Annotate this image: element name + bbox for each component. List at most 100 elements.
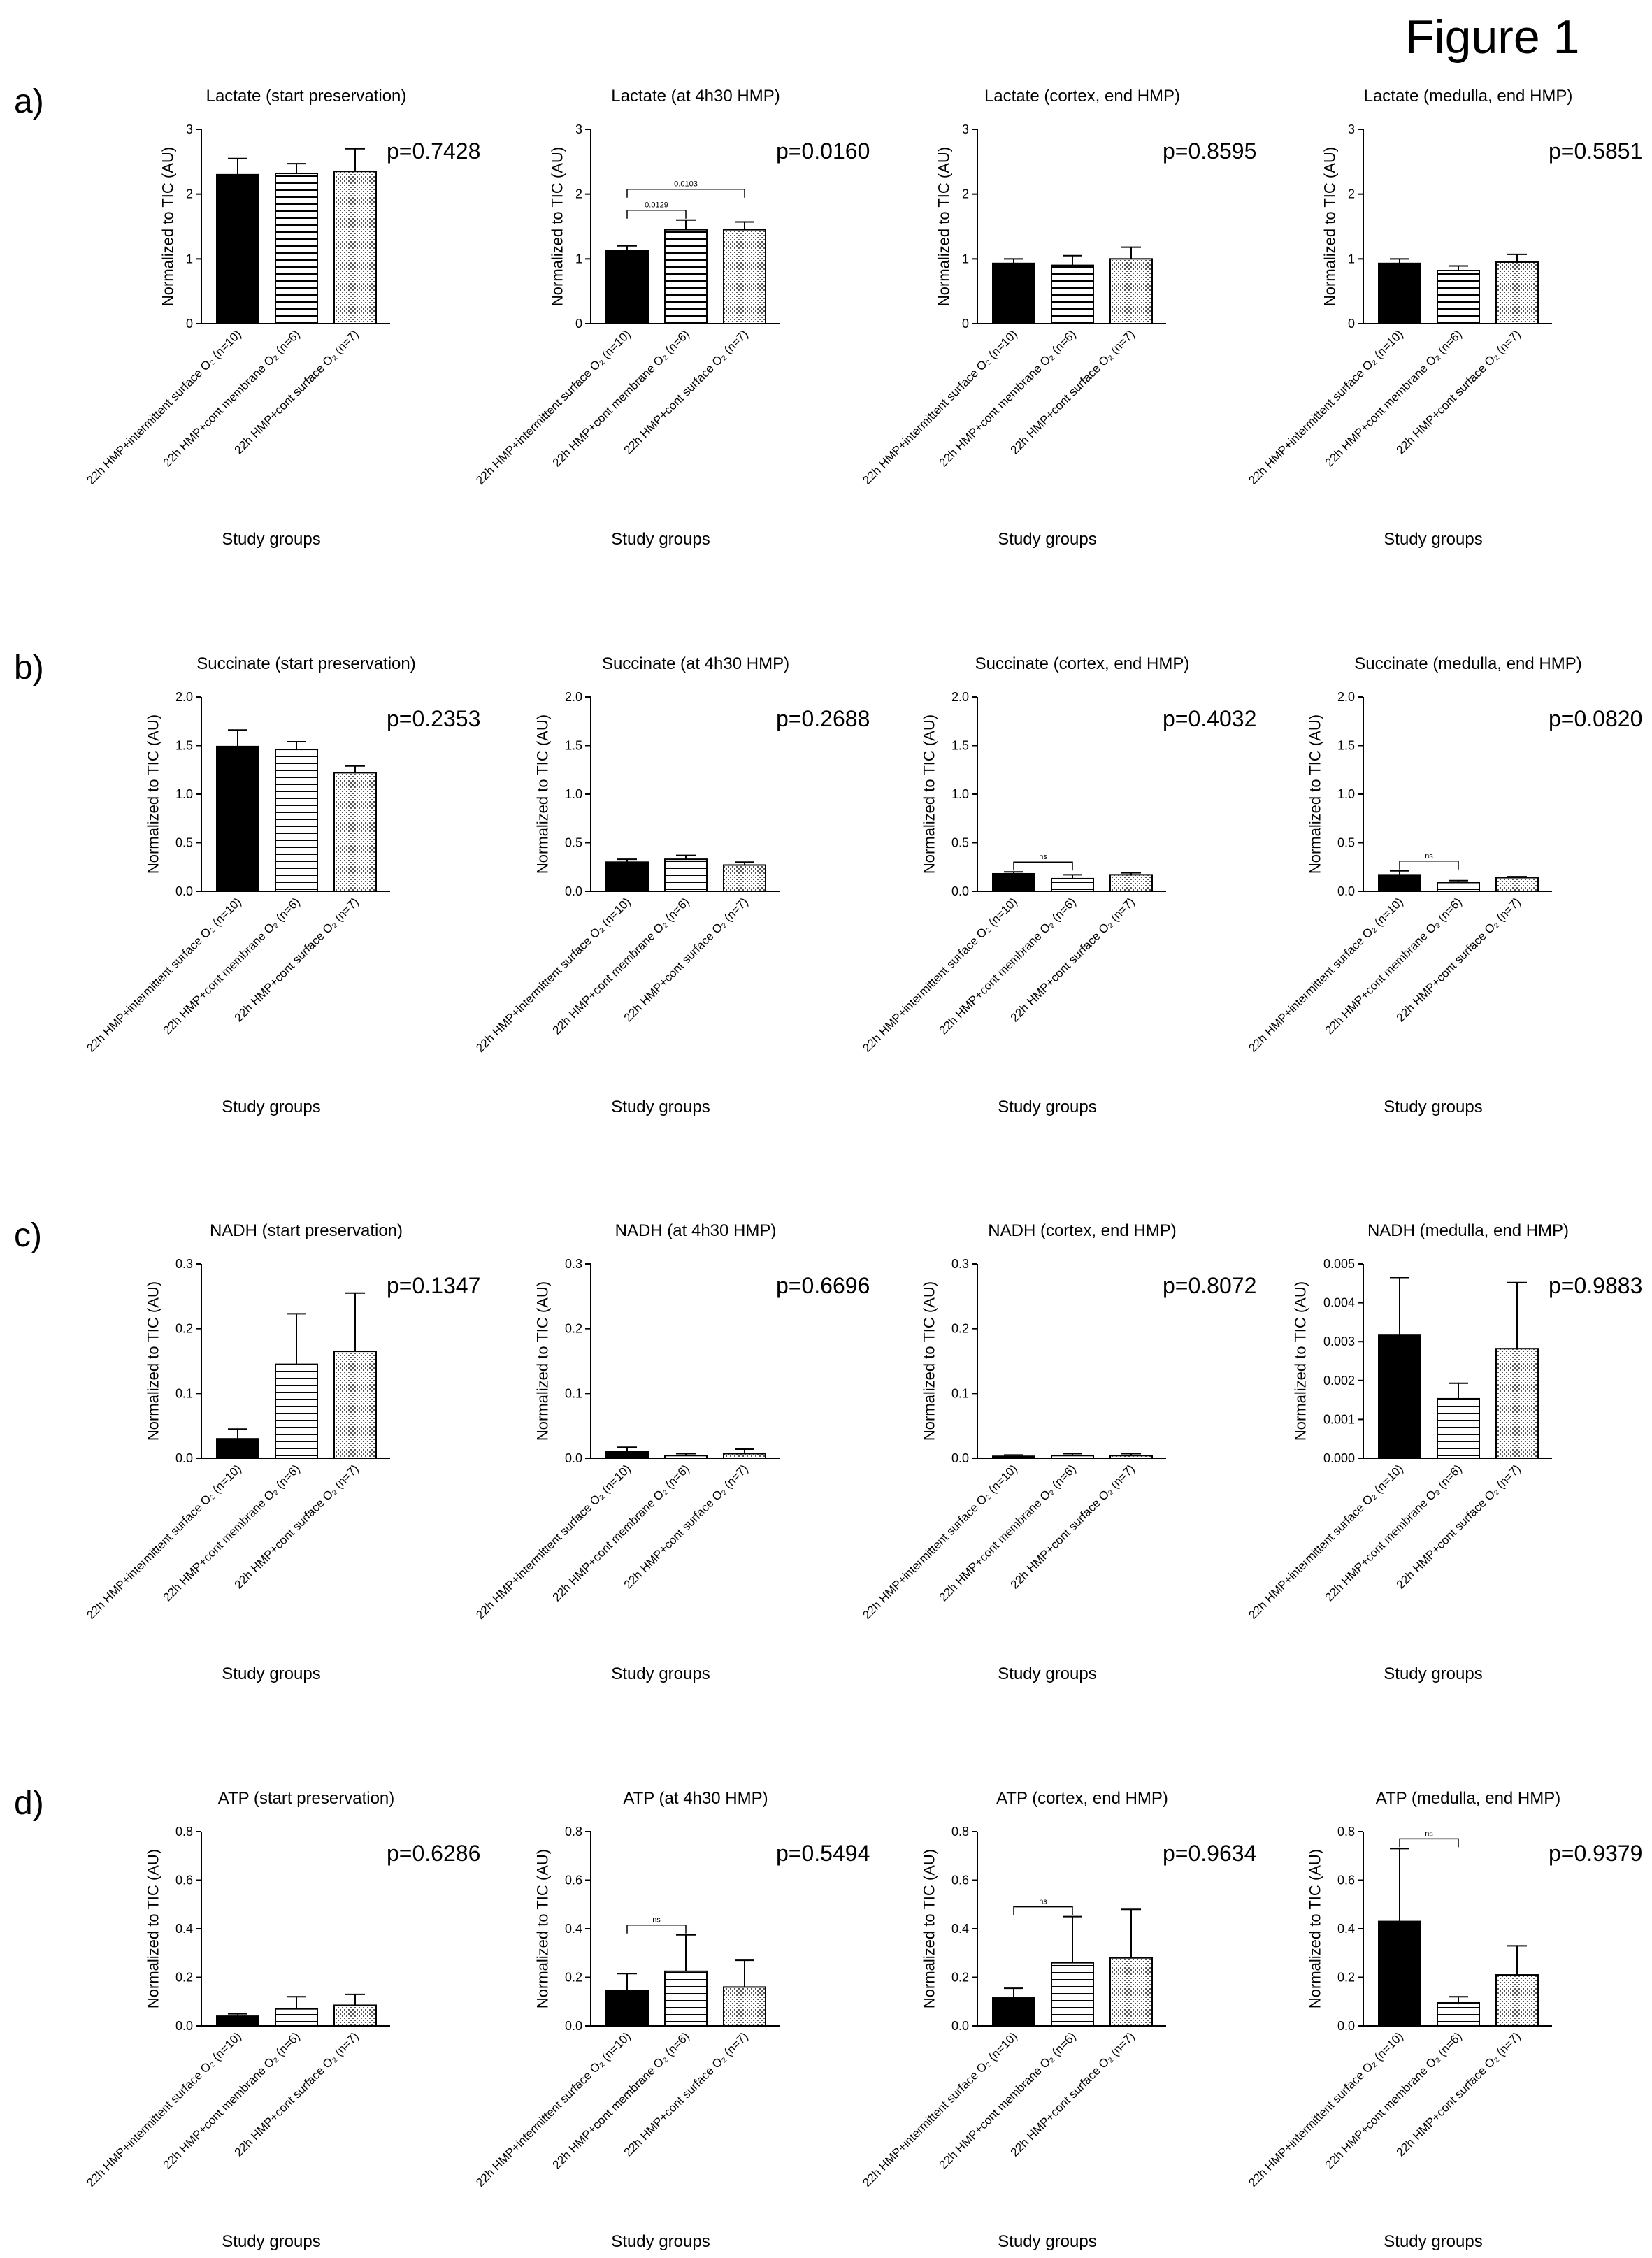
x-tick-label: 22h HMP+cont surface O₂ (n=7) xyxy=(1394,1462,1523,1591)
bar xyxy=(1051,264,1094,325)
x-tick-label: 22h HMP+cont surface O₂ (n=7) xyxy=(232,2029,361,2159)
p-value: p=0.7428 xyxy=(387,138,480,164)
chart-panel: Succinate (start preservation) p=0.2353 0.… xyxy=(84,654,480,1116)
y-tick-label: 0.0 xyxy=(1337,2019,1355,2033)
y-tick-label: 0.6 xyxy=(951,1874,969,1887)
row-label-a: a) xyxy=(14,83,44,120)
p-value: p=0.9883 xyxy=(1549,1273,1642,1298)
bar xyxy=(333,2004,377,2027)
y-tick-label: 1 xyxy=(575,252,582,266)
y-tick-label: 0.2 xyxy=(175,1971,193,1985)
p-value: p=0.5851 xyxy=(1549,138,1642,164)
chart-panel: ATP (cortex, end HMP) p=0.9634 0.0 0.2 0.4 0.… xyxy=(860,1789,1256,2251)
bar xyxy=(216,745,259,893)
chart-title: ATP (at 4h30 HMP) xyxy=(623,1789,768,1808)
y-tick-label: 0.6 xyxy=(175,1874,193,1887)
bar xyxy=(664,1970,708,2027)
chart-title: NADH (medulla, end HMP) xyxy=(1367,1221,1569,1240)
y-tick-label: 0.1 xyxy=(951,1386,969,1400)
y-tick-label: 0 xyxy=(186,317,193,331)
figure-title: Figure 1 xyxy=(1405,10,1580,64)
p-value: p=0.4032 xyxy=(1163,706,1256,731)
bar xyxy=(1109,874,1153,892)
chart-title: NADH (at 4h30 HMP) xyxy=(615,1221,777,1240)
y-tick-label: 0.000 xyxy=(1323,1451,1355,1465)
p-value: p=0.9634 xyxy=(1163,1841,1256,1866)
y-tick-label: 0 xyxy=(962,317,969,331)
y-tick-label: 1.0 xyxy=(951,787,969,801)
y-tick-label: 0.5 xyxy=(951,836,969,850)
x-tick-label: 22h HMP+cont surface O₂ (n=7) xyxy=(622,327,751,456)
p-value: p=0.0820 xyxy=(1549,706,1642,731)
y-tick-label: 2.0 xyxy=(175,690,193,704)
y-tick-label: 1 xyxy=(186,252,193,266)
y-axis-label: Normalized to TIC (AU) xyxy=(145,1849,162,2008)
y-axis-label: Normalized to TIC (AU) xyxy=(534,714,552,874)
y-tick-label: 0 xyxy=(1348,317,1355,331)
y-tick-label: 1.5 xyxy=(175,739,193,753)
x-tick-label: 22h HMP+cont surface O₂ (n=7) xyxy=(232,327,361,456)
chart-panel: Succinate (cortex, end HMP) p=0.4032 0.0 0.… xyxy=(860,654,1256,1116)
bar xyxy=(664,858,708,893)
y-tick-label: 0.5 xyxy=(565,836,582,850)
bar xyxy=(605,250,649,324)
y-tick-label: 0.002 xyxy=(1323,1374,1355,1388)
chart-title: Succinate (start preservation) xyxy=(196,654,415,673)
y-tick-label: 0.8 xyxy=(1337,1825,1355,1839)
y-tick-label: 0.8 xyxy=(951,1825,969,1839)
bar xyxy=(275,1363,318,1459)
y-axis-label: Normalized to TIC (AU) xyxy=(921,1281,938,1441)
bar xyxy=(1051,877,1094,893)
x-axis-label: Study groups xyxy=(998,530,1096,549)
bar xyxy=(605,1990,649,2027)
chart-title: Succinate (medulla, end HMP) xyxy=(1354,654,1581,673)
significance-label: ns xyxy=(1039,853,1047,861)
p-value: p=0.1347 xyxy=(387,1273,480,1298)
y-axis-label: Normalized to TIC (AU) xyxy=(1292,1281,1309,1441)
significance-label: ns xyxy=(1425,1829,1433,1838)
bar xyxy=(275,173,318,324)
y-axis-label: Normalized to TIC (AU) xyxy=(534,1849,552,2008)
y-tick-label: 0.4 xyxy=(1337,1922,1355,1936)
y-tick-label: 0.3 xyxy=(175,1257,193,1271)
y-axis-label: Normalized to TIC (AU) xyxy=(1307,714,1324,874)
y-axis-label: Normalized to TIC (AU) xyxy=(921,1849,938,2008)
p-value: p=0.2353 xyxy=(387,706,480,731)
chart-panel: NADH (cortex, end HMP) p=0.8072 0.0 0.1 0.2 0… xyxy=(860,1221,1256,1683)
x-axis-label: Study groups xyxy=(1384,1664,1482,1683)
bar xyxy=(1378,1334,1421,1460)
y-tick-label: 0.0 xyxy=(565,2019,582,2033)
y-axis-label: Normalized to TIC (AU) xyxy=(921,714,938,874)
significance-bracket xyxy=(1399,861,1459,870)
y-tick-label: 0.8 xyxy=(175,1825,193,1839)
y-tick-label: 0.0 xyxy=(1337,884,1355,898)
y-tick-label: 0.0 xyxy=(565,1451,582,1465)
y-tick-label: 2.0 xyxy=(565,690,582,704)
bar xyxy=(723,1986,766,2027)
chart-title: Succinate (cortex, end HMP) xyxy=(975,654,1190,673)
y-tick-label: 0.0 xyxy=(175,1451,193,1465)
chart-title: Lactate (at 4h30 HMP) xyxy=(611,87,780,106)
p-value: p=0.8595 xyxy=(1163,138,1256,164)
x-tick-label: 22h HMP+cont surface O₂ (n=7) xyxy=(622,895,751,1024)
significance-label: 0.0129 xyxy=(645,201,668,210)
bar xyxy=(1109,258,1153,325)
bar xyxy=(605,861,649,893)
y-tick-label: 0.4 xyxy=(175,1922,193,1936)
x-tick-label: 22h HMP+cont surface O₂ (n=7) xyxy=(1394,327,1523,456)
bar xyxy=(992,1455,1035,1459)
p-value: p=0.2688 xyxy=(776,706,870,731)
y-tick-label: 1.5 xyxy=(1337,739,1355,753)
y-axis-label: Normalized to TIC (AU) xyxy=(1321,147,1339,306)
bar xyxy=(1437,270,1480,324)
chart-title: NADH (start preservation) xyxy=(210,1221,403,1240)
bar xyxy=(1495,1974,1539,2027)
y-tick-label: 0.8 xyxy=(565,1825,582,1839)
y-tick-label: 1.0 xyxy=(565,787,582,801)
x-axis-label: Study groups xyxy=(222,530,320,549)
y-tick-label: 0.4 xyxy=(951,1922,969,1936)
y-tick-label: 0.4 xyxy=(565,1922,582,1936)
row-label-c: c) xyxy=(14,1217,42,1254)
y-tick-label: 2.0 xyxy=(951,690,969,704)
